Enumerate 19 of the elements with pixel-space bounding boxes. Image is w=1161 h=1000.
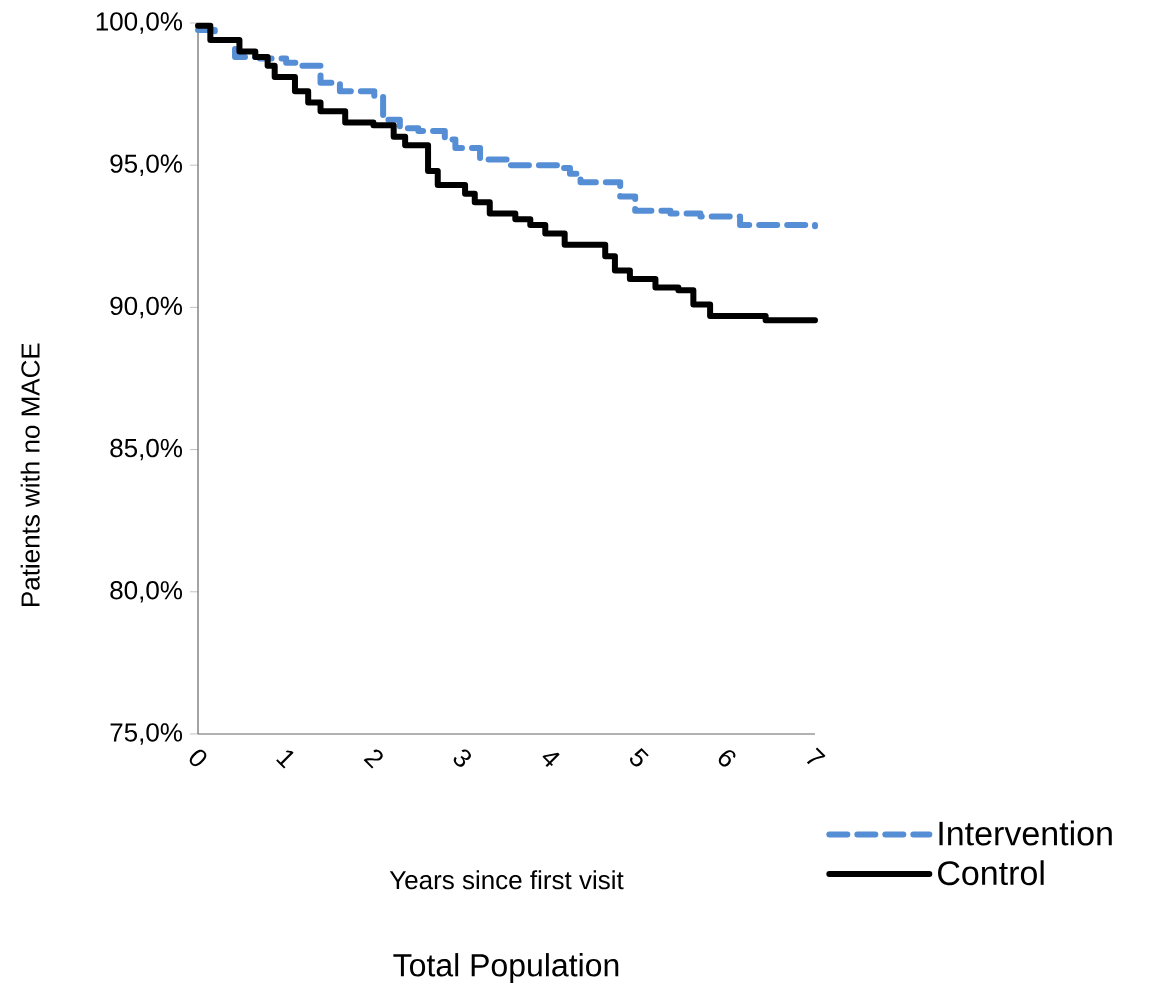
x-tick-label: 1	[276, 750, 294, 769]
x-tick-label: 3	[453, 749, 471, 767]
x-tick-label: 5	[630, 748, 649, 767]
y-tick-label: 90,0%	[110, 296, 183, 319]
y-axis-title: Patients with no MACE	[20, 343, 40, 606]
y-tick-label: 85,0%	[110, 438, 183, 461]
legend-label: Control	[938, 860, 1044, 886]
y-tick-label: 80,0%	[110, 581, 183, 603]
x-tick-label: 0	[189, 749, 207, 767]
y-tick-label: 100,0%	[96, 12, 183, 34]
legend-label: Intervention	[939, 820, 1112, 846]
x-axis-title: Years since first visit	[389, 870, 624, 890]
x-tick-label: 7	[806, 747, 826, 765]
x-tick-label: 4	[542, 752, 560, 768]
x-tick-label: 2	[363, 749, 383, 769]
y-tick-label: 75,0%	[110, 723, 183, 745]
y-tick-label: 95,0%	[110, 154, 183, 176]
text: Total Population	[393, 953, 619, 983]
x-tick-label: 6	[718, 750, 736, 767]
